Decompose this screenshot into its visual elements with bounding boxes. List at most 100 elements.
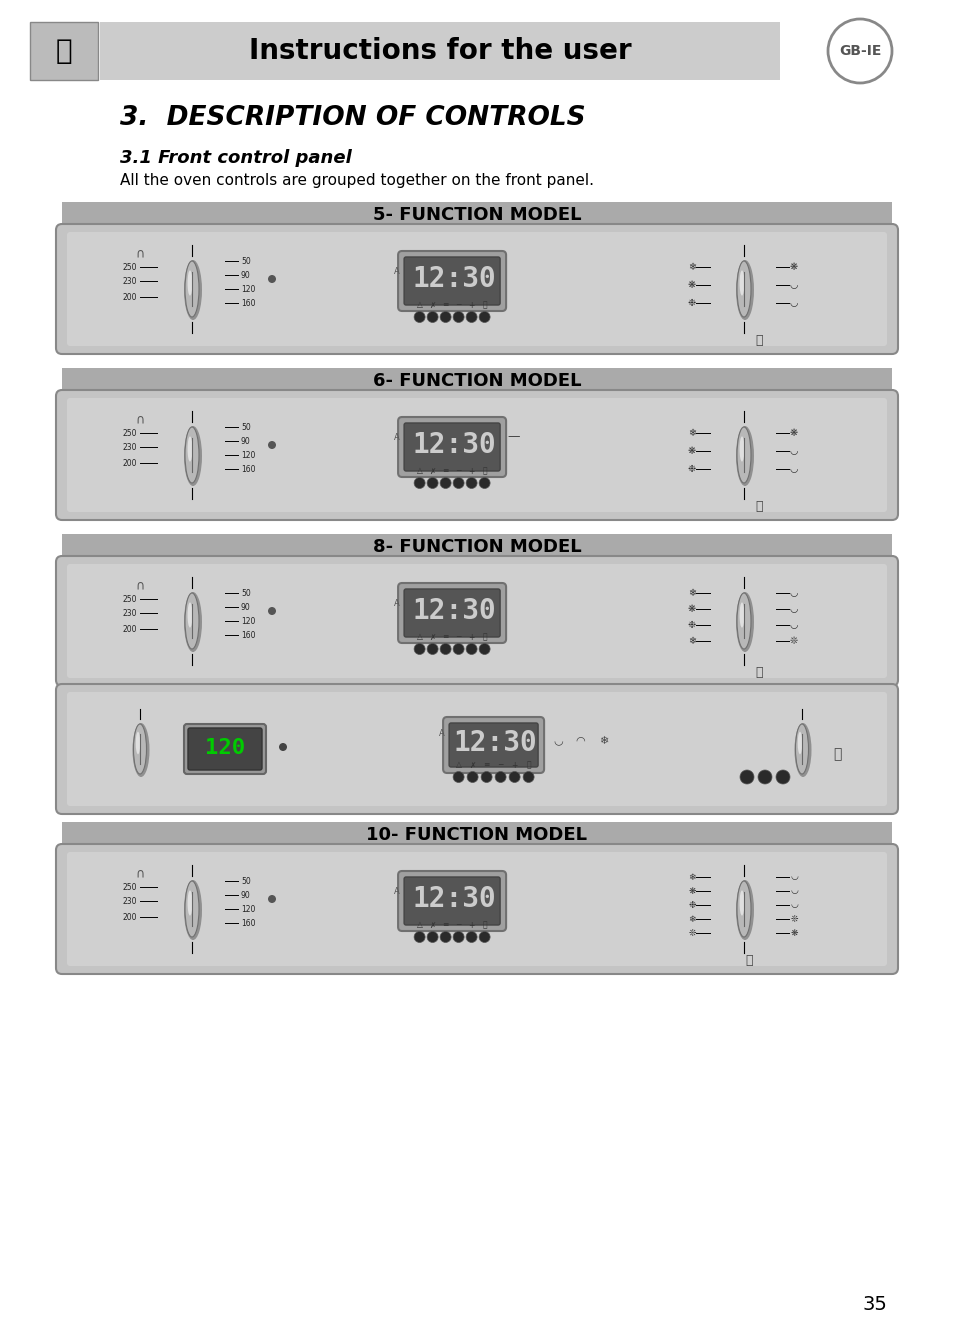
Text: ◡: ◡ <box>553 736 563 745</box>
Text: ⏻: ⏻ <box>526 760 531 770</box>
FancyBboxPatch shape <box>56 844 897 974</box>
Text: 120: 120 <box>241 616 255 625</box>
Text: 90: 90 <box>241 270 251 279</box>
FancyBboxPatch shape <box>404 876 499 925</box>
FancyBboxPatch shape <box>442 717 543 774</box>
Text: ✗: ✗ <box>429 921 436 930</box>
Ellipse shape <box>185 428 199 484</box>
Text: ≡: ≡ <box>442 921 448 930</box>
Text: A: A <box>394 887 399 895</box>
FancyBboxPatch shape <box>56 684 897 814</box>
FancyBboxPatch shape <box>397 582 506 643</box>
FancyBboxPatch shape <box>397 251 506 311</box>
Text: ⏻: ⏻ <box>482 632 486 641</box>
Text: —: — <box>507 430 519 444</box>
Text: △: △ <box>416 921 422 930</box>
Text: 230: 230 <box>122 277 137 286</box>
Bar <box>62 367 891 394</box>
Text: ⏱: ⏱ <box>755 501 762 513</box>
Text: 12:30: 12:30 <box>412 265 496 293</box>
Text: ≡: ≡ <box>442 301 448 310</box>
FancyBboxPatch shape <box>67 398 886 512</box>
Text: Instructions for the user: Instructions for the user <box>249 37 631 65</box>
Text: ◡: ◡ <box>789 620 798 631</box>
FancyBboxPatch shape <box>67 692 886 806</box>
Circle shape <box>466 931 476 942</box>
Ellipse shape <box>739 603 743 628</box>
Text: 5- FUNCTION MODEL: 5- FUNCTION MODEL <box>373 206 580 224</box>
Circle shape <box>478 931 490 942</box>
Text: 50: 50 <box>241 422 251 432</box>
Circle shape <box>439 311 451 322</box>
Circle shape <box>427 311 437 322</box>
Ellipse shape <box>188 603 193 628</box>
Text: +: + <box>468 921 475 930</box>
Circle shape <box>268 441 275 449</box>
FancyBboxPatch shape <box>188 728 262 770</box>
Text: ⏱: ⏱ <box>755 334 762 347</box>
Text: ❄: ❄ <box>687 262 696 273</box>
Ellipse shape <box>188 270 193 295</box>
Text: ❄: ❄ <box>687 915 695 923</box>
Text: 10- FUNCTION MODEL: 10- FUNCTION MODEL <box>366 826 587 844</box>
Circle shape <box>466 644 476 655</box>
Text: 160: 160 <box>241 298 255 307</box>
Ellipse shape <box>184 592 202 652</box>
Text: 250: 250 <box>122 883 137 891</box>
Circle shape <box>509 771 519 783</box>
Circle shape <box>495 771 506 783</box>
Ellipse shape <box>737 880 750 937</box>
Text: ❋: ❋ <box>789 428 798 438</box>
Text: ◡: ◡ <box>789 588 798 599</box>
Circle shape <box>439 644 451 655</box>
Text: ◡: ◡ <box>789 464 798 474</box>
FancyBboxPatch shape <box>67 564 886 677</box>
Ellipse shape <box>795 724 807 774</box>
Text: ∩: ∩ <box>135 580 145 592</box>
Ellipse shape <box>185 880 199 937</box>
Circle shape <box>414 644 425 655</box>
Text: ❋: ❋ <box>687 604 696 615</box>
Circle shape <box>453 644 463 655</box>
Ellipse shape <box>735 880 753 941</box>
Ellipse shape <box>735 261 753 321</box>
Circle shape <box>467 771 477 783</box>
Text: △: △ <box>416 466 422 476</box>
Text: ⏻: ⏻ <box>482 921 486 930</box>
Ellipse shape <box>739 437 743 462</box>
Text: ⏻: ⏻ <box>744 954 752 967</box>
Text: ❋: ❋ <box>789 929 797 938</box>
Circle shape <box>453 477 463 489</box>
Ellipse shape <box>737 593 750 649</box>
Text: ✗: ✗ <box>429 301 436 310</box>
Ellipse shape <box>135 732 140 755</box>
Text: ⏻: ⏻ <box>482 466 486 476</box>
Ellipse shape <box>133 724 147 774</box>
Text: ◡: ◡ <box>789 872 797 882</box>
FancyBboxPatch shape <box>184 724 266 774</box>
Text: A: A <box>438 728 444 737</box>
Circle shape <box>466 311 476 322</box>
Circle shape <box>414 931 425 942</box>
Ellipse shape <box>184 261 202 321</box>
Text: △: △ <box>416 301 422 310</box>
Text: +: + <box>511 760 517 770</box>
Text: 230: 230 <box>122 608 137 617</box>
Bar <box>100 21 780 80</box>
Text: A: A <box>394 599 399 608</box>
Text: ≡: ≡ <box>442 632 448 641</box>
FancyBboxPatch shape <box>67 852 886 966</box>
Text: 50: 50 <box>241 257 251 266</box>
Text: ≡: ≡ <box>483 760 489 770</box>
Circle shape <box>268 275 275 283</box>
Text: ✗: ✗ <box>429 632 436 641</box>
Ellipse shape <box>737 261 750 317</box>
FancyBboxPatch shape <box>397 871 506 931</box>
Text: ◠: ◠ <box>575 736 585 745</box>
Circle shape <box>480 771 492 783</box>
Bar <box>62 534 891 560</box>
Text: 12:30: 12:30 <box>412 884 496 912</box>
Circle shape <box>427 644 437 655</box>
Text: ❉: ❉ <box>687 620 696 631</box>
Text: −: − <box>455 921 461 930</box>
